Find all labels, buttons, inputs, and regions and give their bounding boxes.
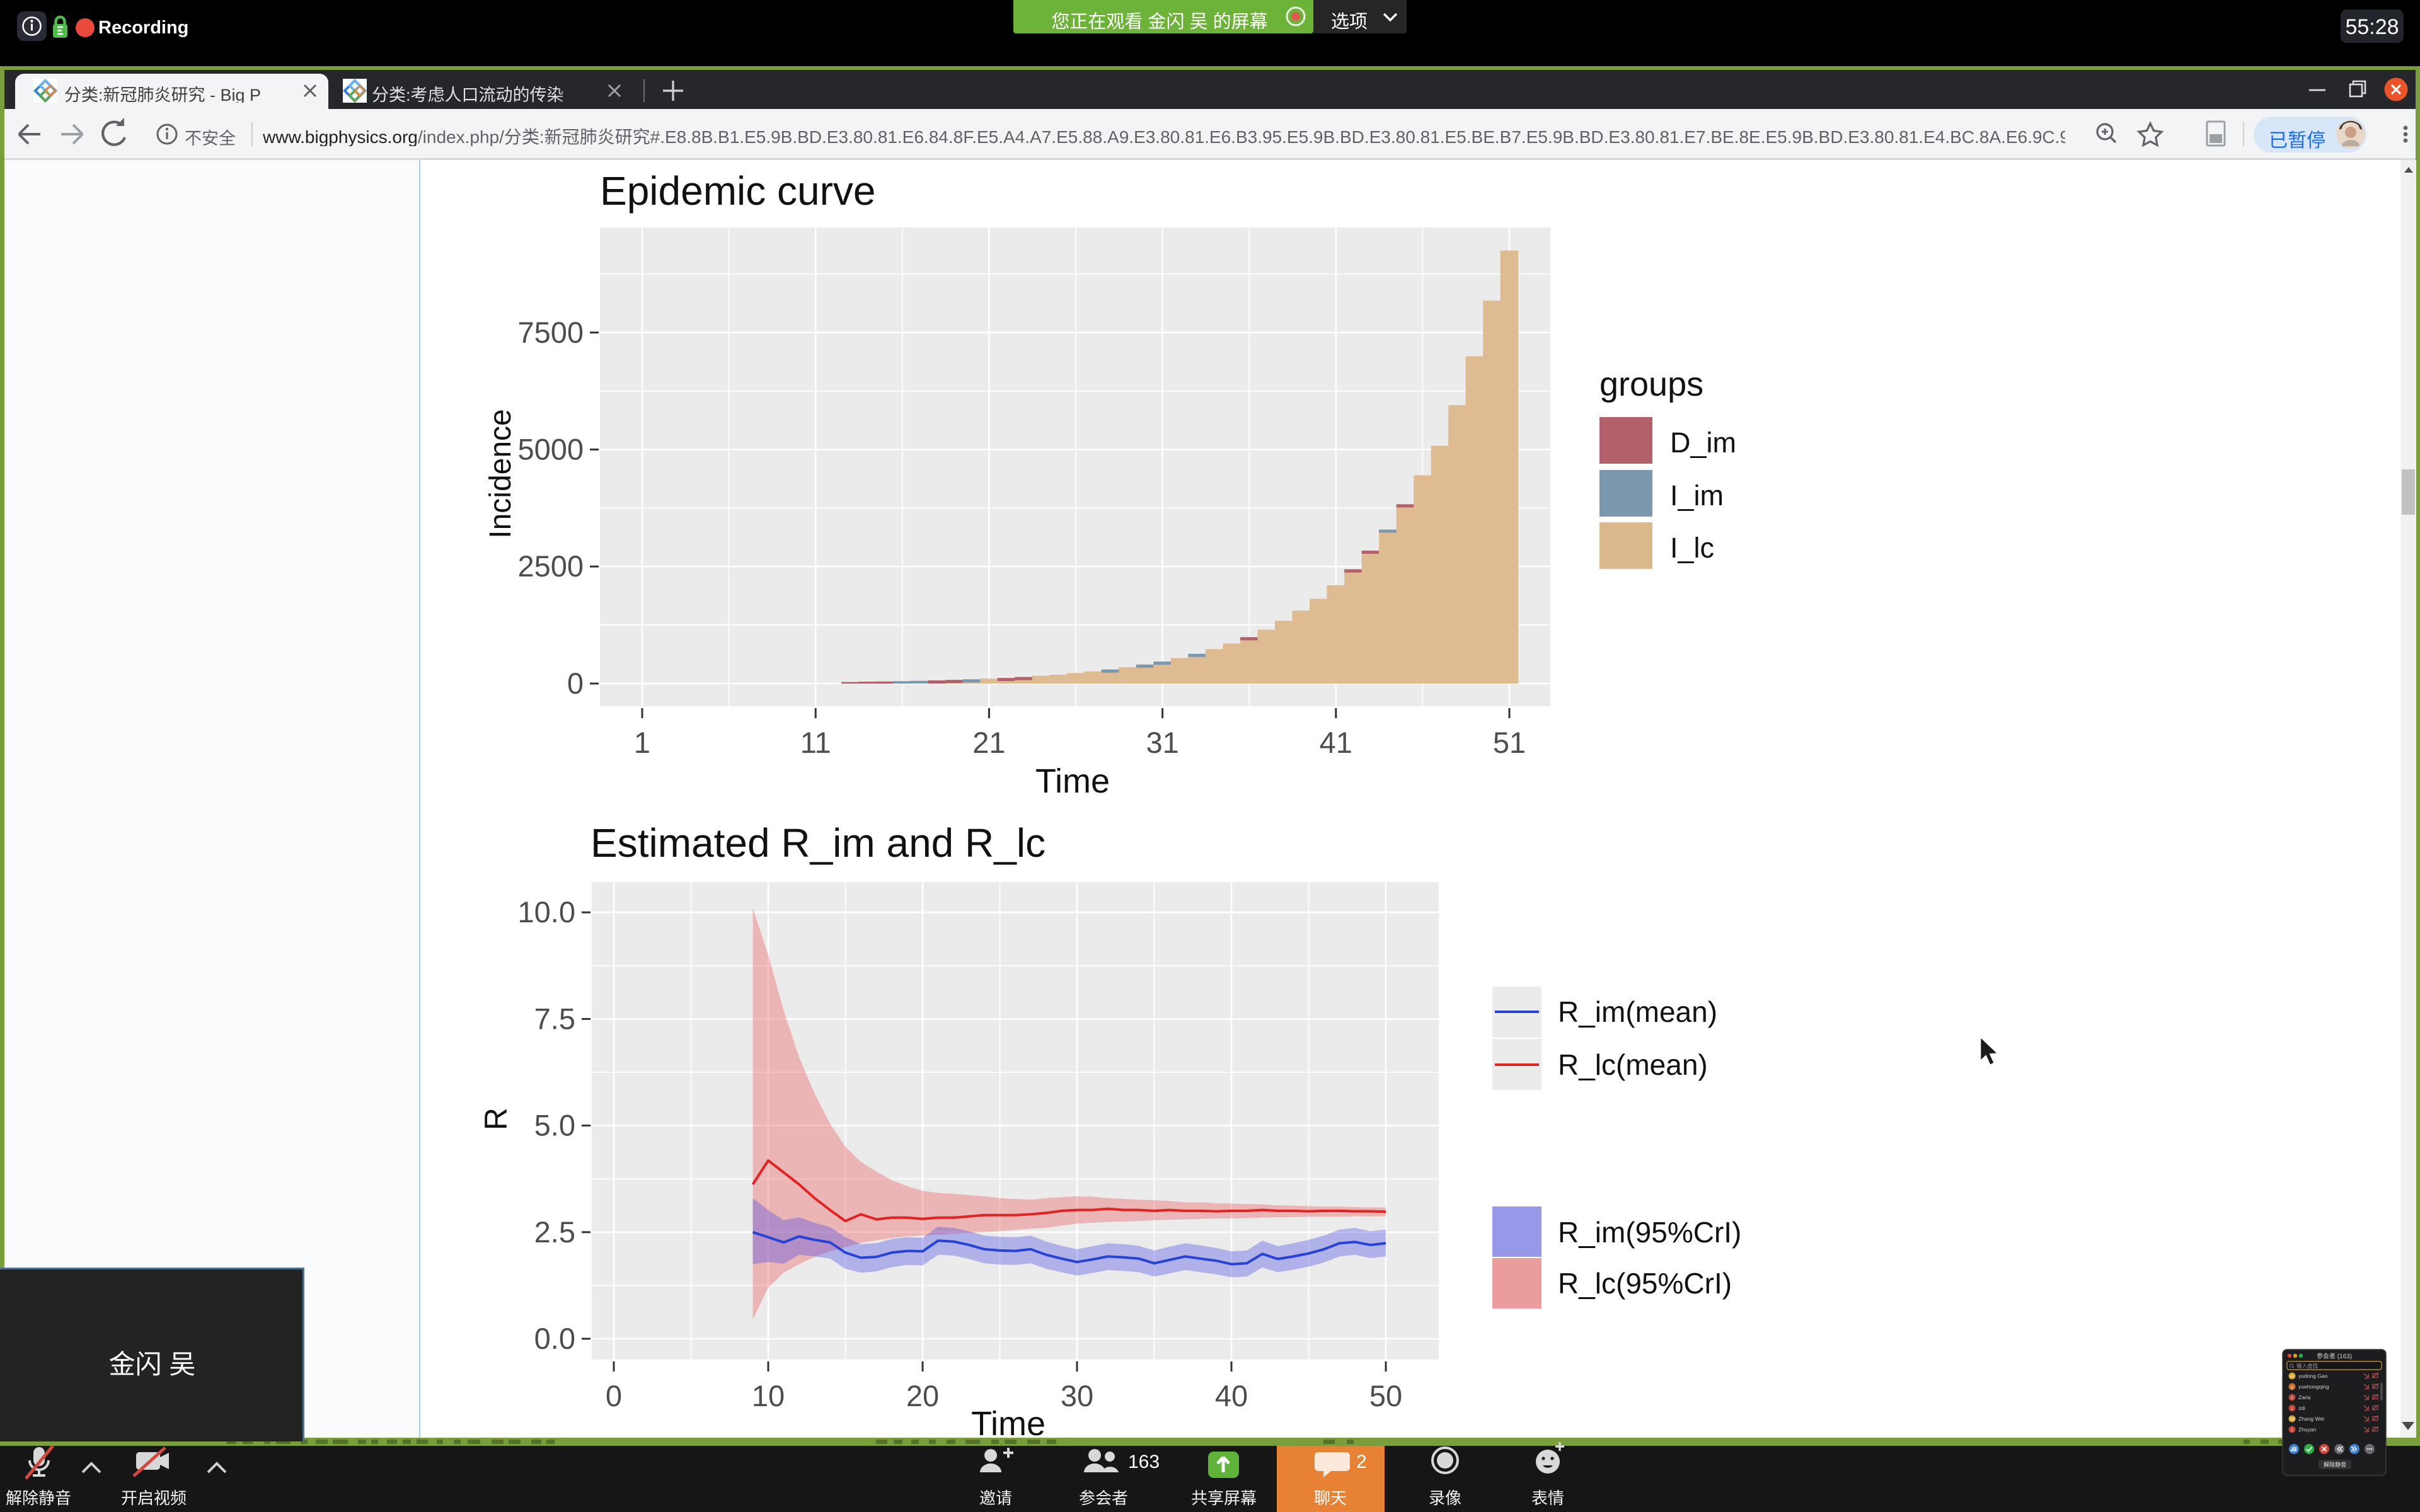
svg-text:参会者 (163): 参会者 (163) xyxy=(2317,1352,2352,1360)
svg-text:Time: Time xyxy=(1035,762,1110,800)
svg-text:I_lc: I_lc xyxy=(1670,532,1714,564)
svg-text:Z: Z xyxy=(2291,1429,2293,1433)
svg-text:0: 0 xyxy=(606,1379,622,1412)
svg-text:y: y xyxy=(2291,1386,2293,1390)
svg-text:7.5: 7.5 xyxy=(534,1002,575,1035)
svg-text:Epidemic curve: Epidemic curve xyxy=(600,168,876,214)
svg-text:聊天: 聊天 xyxy=(1314,1489,1347,1508)
svg-text:D_im: D_im xyxy=(1670,427,1736,459)
svg-text:R_im(95%CrI): R_im(95%CrI) xyxy=(1558,1216,1741,1249)
svg-text:10: 10 xyxy=(752,1379,785,1412)
svg-text:开启视频: 开启视频 xyxy=(121,1489,187,1508)
svg-text:40: 40 xyxy=(1215,1379,1248,1412)
svg-text:163: 163 xyxy=(1128,1452,1160,1472)
svg-text:zdi: zdi xyxy=(2298,1405,2305,1411)
svg-text:yG: yG xyxy=(2290,1375,2295,1379)
svg-text:groups: groups xyxy=(1599,365,1703,403)
svg-text:41: 41 xyxy=(1320,726,1352,759)
svg-text:Zhuyan: Zhuyan xyxy=(2298,1426,2317,1433)
svg-text:1: 1 xyxy=(634,726,650,759)
svg-text:10.0: 10.0 xyxy=(518,895,575,929)
svg-text:录像: 录像 xyxy=(1429,1489,1461,1508)
svg-text:5000: 5000 xyxy=(517,433,584,466)
svg-text:30: 30 xyxy=(1061,1379,1093,1412)
svg-text:Zaria: Zaria xyxy=(2298,1394,2311,1400)
svg-text:0: 0 xyxy=(567,667,584,700)
svg-text:Estimated R_im and R_lc: Estimated R_im and R_lc xyxy=(591,820,1046,866)
svg-text:2500: 2500 xyxy=(517,549,584,583)
svg-text:Incidence: Incidence xyxy=(484,409,517,538)
svg-text:2: 2 xyxy=(1356,1452,1367,1472)
svg-text:R_im(mean): R_im(mean) xyxy=(1558,995,1717,1028)
svg-text:表情: 表情 xyxy=(1531,1489,1564,1508)
svg-text:5.0: 5.0 xyxy=(534,1109,575,1142)
svg-text:R: R xyxy=(478,1108,514,1130)
svg-text:邀请: 邀请 xyxy=(979,1489,1012,1508)
svg-text:yudong Gao: yudong Gao xyxy=(2298,1373,2328,1379)
svg-text:I_im: I_im xyxy=(1670,479,1724,512)
svg-text:Z: Z xyxy=(2291,1397,2293,1400)
svg-text:20: 20 xyxy=(906,1379,939,1412)
svg-text:Zhang Wei: Zhang Wei xyxy=(2298,1416,2324,1422)
svg-text:yuehongqing: yuehongqing xyxy=(2298,1383,2329,1390)
svg-text:解除静音: 解除静音 xyxy=(6,1489,71,1508)
svg-text:50: 50 xyxy=(1369,1379,1402,1412)
svg-text:R_lc(mean): R_lc(mean) xyxy=(1558,1048,1708,1081)
svg-text:51: 51 xyxy=(1493,726,1526,759)
svg-text:ZW: ZW xyxy=(2289,1418,2295,1422)
svg-text:11: 11 xyxy=(800,726,831,759)
svg-text:Time: Time xyxy=(971,1405,1046,1443)
svg-text:R_lc(95%CrI): R_lc(95%CrI) xyxy=(1558,1267,1732,1300)
svg-text:7500: 7500 xyxy=(517,316,584,349)
svg-text:2.5: 2.5 xyxy=(534,1215,575,1249)
svg-text:共享屏幕: 共享屏幕 xyxy=(1191,1489,1257,1508)
svg-text:参会者: 参会者 xyxy=(1079,1489,1128,1508)
svg-text:31: 31 xyxy=(1146,726,1178,759)
svg-text:21: 21 xyxy=(972,726,1005,759)
svg-text:解除静音: 解除静音 xyxy=(2324,1461,2346,1468)
svg-text:0.0: 0.0 xyxy=(534,1322,575,1355)
svg-text:z: z xyxy=(2291,1407,2293,1411)
svg-text:输入查找: 输入查找 xyxy=(2296,1363,2319,1369)
